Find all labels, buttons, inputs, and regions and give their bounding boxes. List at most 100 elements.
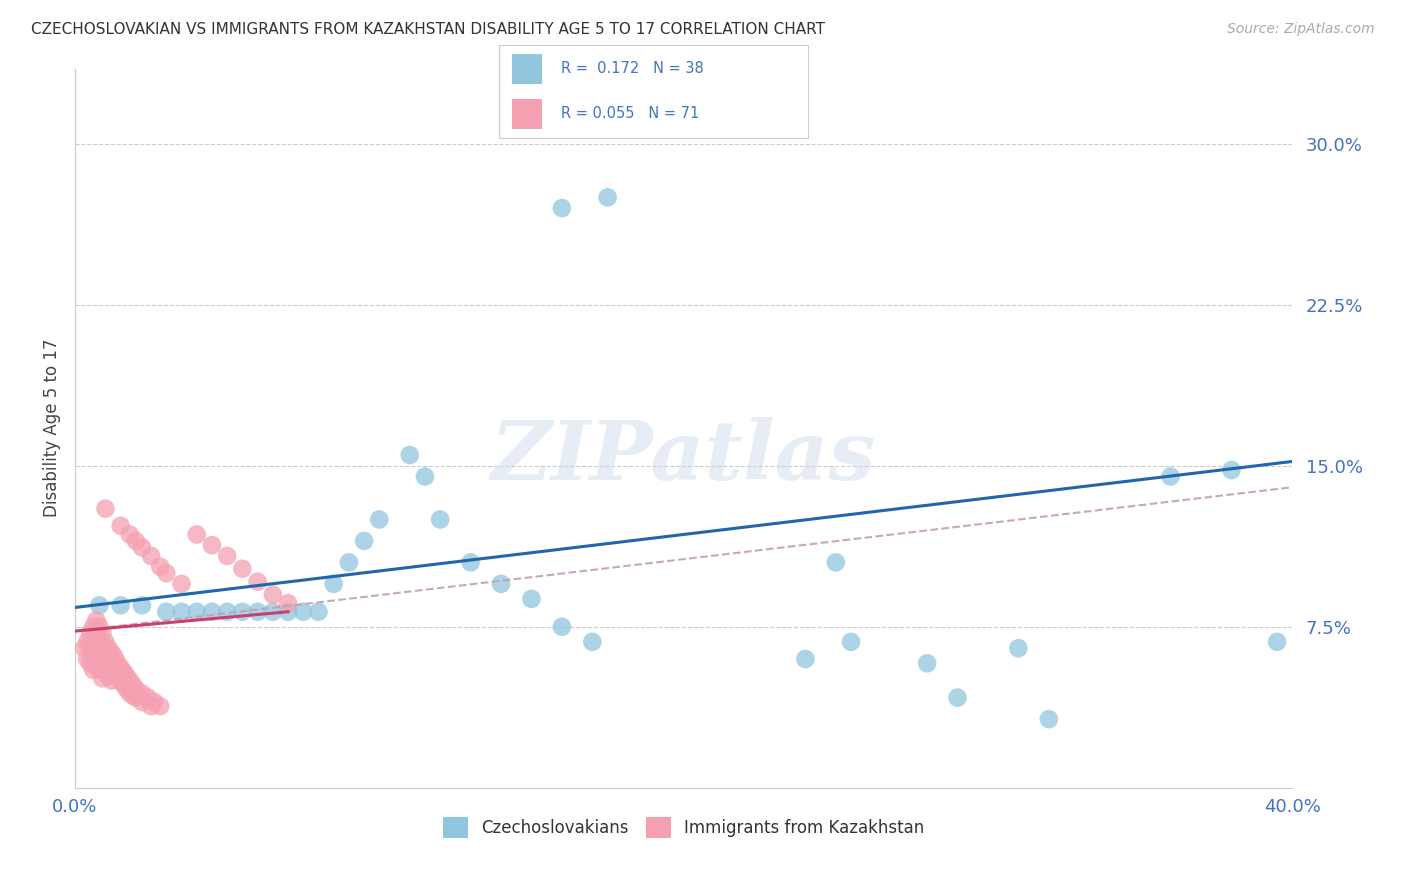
Point <box>94 648 117 662</box>
Point <box>76 652 98 666</box>
Point <box>94 501 117 516</box>
Point <box>143 695 166 709</box>
Point <box>103 649 125 664</box>
Point <box>292 605 315 619</box>
Point <box>1038 712 1060 726</box>
Point <box>82 635 104 649</box>
Point <box>915 657 938 671</box>
Point <box>824 555 846 569</box>
Point <box>136 690 159 705</box>
Text: ZIPatlas: ZIPatlas <box>491 417 876 497</box>
Point <box>86 628 108 642</box>
Point <box>100 646 122 660</box>
Point <box>131 686 153 700</box>
Point <box>246 574 269 589</box>
Point <box>94 635 117 649</box>
Text: Source: ZipAtlas.com: Source: ZipAtlas.com <box>1227 22 1375 37</box>
Point <box>413 469 436 483</box>
Point <box>94 663 117 677</box>
Point <box>103 663 125 677</box>
Point <box>79 657 101 671</box>
Point <box>246 605 269 619</box>
Point <box>118 673 141 688</box>
FancyBboxPatch shape <box>512 54 543 84</box>
Point <box>231 562 253 576</box>
Point <box>946 690 969 705</box>
Point <box>131 541 153 555</box>
Point <box>262 605 284 619</box>
Text: CZECHOSLOVAKIAN VS IMMIGRANTS FROM KAZAKHSTAN DISABILITY AGE 5 TO 17 CORRELATION: CZECHOSLOVAKIAN VS IMMIGRANTS FROM KAZAK… <box>31 22 825 37</box>
Point <box>1160 469 1182 483</box>
Point <box>170 605 193 619</box>
Point <box>581 635 603 649</box>
Point <box>86 613 108 627</box>
Point <box>110 519 132 533</box>
Point <box>322 577 344 591</box>
Point <box>89 599 111 613</box>
Point <box>100 658 122 673</box>
Point <box>91 626 114 640</box>
Legend: Czechoslovakians, Immigrants from Kazakhstan: Czechoslovakians, Immigrants from Kazakh… <box>436 811 931 844</box>
Point <box>110 673 132 688</box>
Point <box>115 669 138 683</box>
Point <box>118 686 141 700</box>
Point <box>308 605 330 619</box>
Point <box>86 643 108 657</box>
Point <box>97 641 120 656</box>
Point <box>337 555 360 569</box>
Point <box>551 620 574 634</box>
Point <box>155 605 177 619</box>
Point <box>155 566 177 581</box>
Point <box>89 620 111 634</box>
Point <box>1007 641 1029 656</box>
Point <box>460 555 482 569</box>
Point <box>149 559 172 574</box>
Point <box>231 605 253 619</box>
Text: R = 0.055   N = 71: R = 0.055 N = 71 <box>561 106 699 121</box>
Point <box>217 549 239 563</box>
Point <box>121 689 143 703</box>
Point <box>489 577 512 591</box>
Point <box>520 591 543 606</box>
Point <box>277 605 299 619</box>
Point <box>186 527 208 541</box>
Point <box>201 538 224 552</box>
Point <box>100 673 122 688</box>
Point <box>217 605 239 619</box>
Point <box>91 657 114 671</box>
Point <box>277 596 299 610</box>
Point <box>89 648 111 662</box>
Point <box>115 681 138 696</box>
Point <box>79 626 101 640</box>
Point <box>112 678 135 692</box>
Point <box>131 599 153 613</box>
Point <box>107 657 129 671</box>
Point <box>82 648 104 662</box>
Point <box>201 605 224 619</box>
Point <box>353 533 375 548</box>
Point <box>596 190 619 204</box>
Y-axis label: Disability Age 5 to 17: Disability Age 5 to 17 <box>44 339 60 517</box>
Point <box>97 654 120 668</box>
Point <box>262 588 284 602</box>
Point <box>1220 463 1243 477</box>
Point <box>1265 635 1288 649</box>
Point <box>839 635 862 649</box>
Point <box>125 681 148 696</box>
Point <box>118 527 141 541</box>
Point <box>89 635 111 649</box>
Point <box>82 620 104 634</box>
Point <box>121 678 143 692</box>
Point <box>551 201 574 215</box>
Point <box>86 658 108 673</box>
Point <box>112 665 135 679</box>
Point <box>91 671 114 685</box>
FancyBboxPatch shape <box>512 99 543 129</box>
Point <box>97 669 120 683</box>
Point <box>794 652 817 666</box>
Point <box>79 641 101 656</box>
Point <box>186 605 208 619</box>
Point <box>82 663 104 677</box>
Point <box>110 660 132 674</box>
Point <box>139 699 162 714</box>
